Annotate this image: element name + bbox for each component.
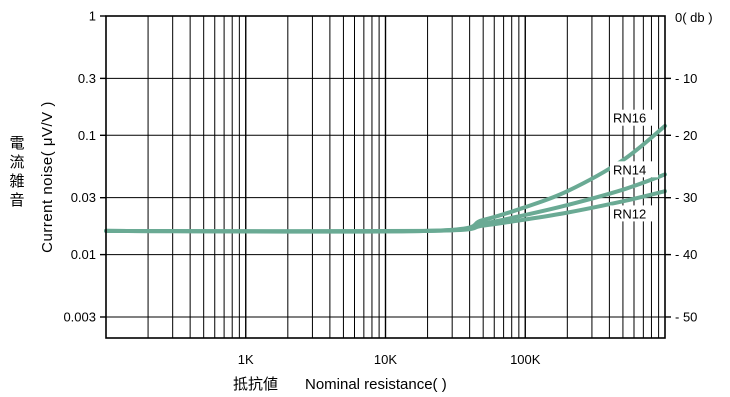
y-tick-label: 0.01	[71, 247, 96, 262]
series-label-rn14: RN14	[613, 162, 646, 177]
series-line-rn12	[104, 189, 667, 234]
y-tick-label: 0.03	[71, 190, 96, 205]
x-tick-label: 1K	[238, 352, 254, 367]
x-axis-ticks: 1K 10K 100K	[238, 352, 541, 367]
y-tick-label: 0.1	[78, 128, 96, 143]
series-label-rn16: RN16	[613, 111, 646, 126]
series-label-bg	[610, 161, 658, 178]
plot-frame	[105, 15, 666, 339]
x-tick-label: 10K	[374, 352, 397, 367]
series-label-bg	[610, 109, 658, 126]
y-axis-left-ticks: 1 0.3 0.1 0.03 0.01 0.003	[63, 9, 106, 324]
y-right-tick-label: - 20	[675, 128, 697, 143]
y-right-tick-label: - 50	[675, 309, 697, 324]
x-tick-label: 100K	[510, 352, 541, 367]
x-axis-label-cjk: 抵抗値	[233, 375, 278, 393]
grid-lines	[106, 15, 665, 338]
series-labels: RN16 RN14 RN12	[610, 109, 658, 222]
series-label-bg	[610, 205, 658, 222]
x-axis-title: Nominal resistance( )	[305, 376, 447, 393]
y-axis-right-ticks: - 10 - 20 - 30 - 40 - 50	[665, 71, 697, 324]
y-axis-title: Current noise( μV/V )	[39, 101, 56, 253]
y-right-tick-label: - 30	[675, 190, 697, 205]
y-tick-label: 0.003	[63, 309, 96, 324]
y-tick-label: 0.3	[78, 71, 96, 86]
y-axis-label-cjk: 電流雑音	[9, 134, 24, 209]
y-axis-right-unit: 0( db )	[675, 10, 713, 25]
y-right-tick-label: - 40	[675, 247, 697, 262]
series-label-rn12: RN12	[613, 206, 646, 221]
y-tick-label: 1	[89, 9, 96, 24]
y-right-tick-label: - 10	[675, 71, 697, 86]
